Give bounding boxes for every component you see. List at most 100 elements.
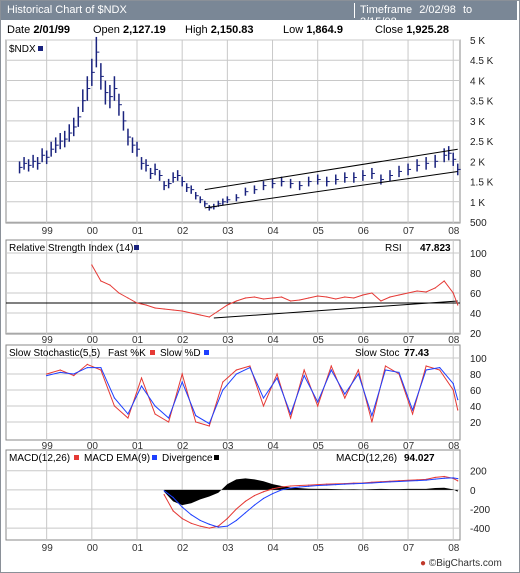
stoch-point <box>411 409 414 411</box>
rsi-point <box>172 309 174 311</box>
rsi-point <box>353 297 355 299</box>
rsi-point <box>416 290 418 292</box>
stoch-point <box>452 383 454 385</box>
macd-line <box>163 475 458 529</box>
x-tick-label: 01 <box>132 543 144 554</box>
macd-point <box>271 488 274 490</box>
x-tick-label: 08 <box>448 226 460 237</box>
rsi-point <box>190 312 192 314</box>
rsi-point <box>425 291 427 293</box>
rsi-point <box>335 298 337 300</box>
info-close: Close 1,925.28 <box>375 24 449 36</box>
x-tick-label: 99 <box>42 441 54 452</box>
macd-point <box>443 477 445 479</box>
x-tick-label: 06 <box>358 226 370 237</box>
low-label: Low <box>283 24 304 36</box>
x-tick-label: 01 <box>132 335 144 346</box>
x-tick-label: 04 <box>268 543 280 554</box>
rsi-point <box>208 316 210 318</box>
close-label: Close <box>375 24 404 36</box>
macd-point <box>190 514 192 516</box>
stoch-point <box>289 417 292 419</box>
stoch-point <box>357 373 359 375</box>
stoch-fast-marker <box>150 350 155 355</box>
stoch-legend-fast: Fast %K <box>108 348 146 359</box>
timeframe[interactable]: Timeframe 2/02/98 to 2/15/08 <box>360 4 517 28</box>
panel-frame-2 <box>5 239 461 335</box>
rsi-point <box>407 292 409 294</box>
stoch-point <box>195 415 197 417</box>
stoch-point <box>303 375 305 377</box>
x-tick-label: 03 <box>222 335 234 346</box>
rsi-point <box>181 310 183 312</box>
stoch-point <box>181 381 183 383</box>
y-tick-label: 2.5 K <box>470 137 494 148</box>
x-tick-label: 04 <box>268 335 280 346</box>
y-tick-label: 60 <box>470 289 482 300</box>
x-tick-label: 01 <box>132 226 144 237</box>
timeframe-to: 2/15/08 <box>360 16 397 28</box>
info-low: Low 1,864.9 <box>283 24 343 36</box>
y-tick-label: 20 <box>470 418 482 429</box>
rsi-point <box>434 287 436 289</box>
rsi-point <box>389 296 391 298</box>
rsi-trendline <box>213 300 458 319</box>
rsi-point <box>127 297 129 299</box>
stoch-point <box>113 405 116 407</box>
macd-point <box>434 476 436 479</box>
stoch-point <box>249 365 251 367</box>
macd-point <box>199 525 201 527</box>
y-tick-label: 80 <box>470 269 482 280</box>
rsi-point <box>380 300 382 302</box>
macd-point <box>289 485 292 487</box>
macd-point <box>181 506 183 508</box>
x-tick-label: 06 <box>358 543 370 554</box>
x-tick-label: 03 <box>222 543 234 554</box>
macd-point <box>235 519 237 522</box>
macd-point <box>253 504 256 506</box>
y-tick-label: -200 <box>470 505 490 516</box>
stoch-point <box>100 369 102 371</box>
macd-point <box>253 494 256 497</box>
rsi-legend-marker <box>134 245 139 250</box>
y-tick-label: -400 <box>470 524 490 535</box>
rsi-point <box>271 297 274 299</box>
macd-point <box>353 483 355 485</box>
rsi-point <box>443 280 445 282</box>
macd-point <box>226 525 228 527</box>
macd-point <box>262 497 265 500</box>
stoch-value-label: Slow Stoc <box>355 348 399 359</box>
x-tick-label: 03 <box>222 441 234 452</box>
y-tick-label: 3.5 K <box>470 97 494 108</box>
info-open: Open 2,127.19 <box>93 24 166 36</box>
x-tick-label: 00 <box>87 335 99 346</box>
y-tick-label: 5 K <box>470 36 485 47</box>
rsi-point <box>262 298 265 300</box>
x-tick-label: 07 <box>403 335 415 346</box>
rsi-point <box>145 304 147 306</box>
macd-marker <box>74 455 79 460</box>
x-tick-label: 99 <box>42 335 54 346</box>
macd-point <box>208 523 210 525</box>
y-tick-label: 200 <box>470 467 487 478</box>
footer: ● ©BigCharts.com <box>420 558 502 569</box>
high-label: High <box>185 24 208 36</box>
stoch-point <box>113 397 116 399</box>
x-tick-label: 02 <box>177 441 189 452</box>
open-value: 2,127.19 <box>122 24 166 36</box>
y-tick-label: 60 <box>470 386 482 397</box>
timeframe-label: Timeframe <box>360 4 413 16</box>
stoch-legend-slow: Slow %D <box>160 348 201 359</box>
stoch-point <box>46 375 48 377</box>
stoch-point <box>222 389 224 391</box>
macd-point <box>425 479 427 481</box>
y-tick-label: 40 <box>470 402 482 413</box>
rsi-point <box>136 302 138 304</box>
macd-point <box>172 496 174 499</box>
x-tick-label: 07 <box>403 226 415 237</box>
low-value: 1,864.9 <box>306 24 343 36</box>
stoch-point <box>411 413 414 415</box>
rsi-point <box>457 304 459 306</box>
rsi-line <box>91 264 459 318</box>
rsi-point <box>308 297 310 299</box>
